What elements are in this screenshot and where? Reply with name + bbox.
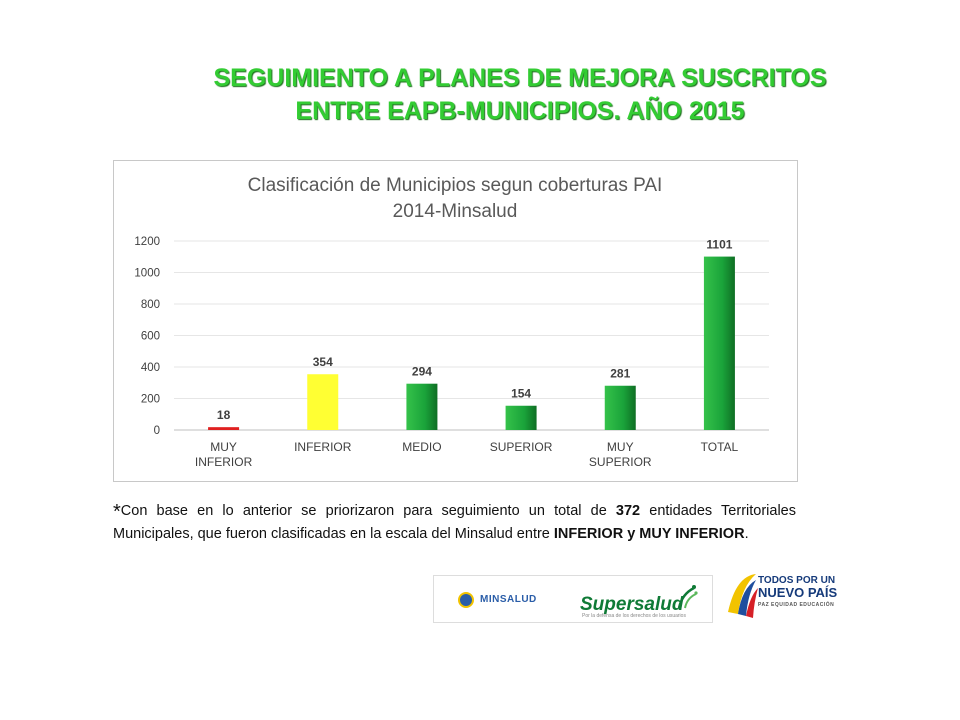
data-label: 1101 <box>706 238 732 252</box>
footnote-paragraph: *Con base en lo anterior se priorizaron … <box>113 500 796 545</box>
x-category-label: MEDIO <box>402 440 441 454</box>
bar <box>208 427 240 430</box>
todos-line-3: PAZ EQUIDAD EDUCACIÓN <box>758 602 835 608</box>
footnote-count: 372 <box>615 503 641 519</box>
data-label: 18 <box>217 408 231 422</box>
data-label: 154 <box>511 387 531 401</box>
x-category-label: SUPERIOR <box>589 455 652 469</box>
footnote-text-2: entidades Territoriales Municipales, que… <box>113 503 796 542</box>
todos-por-un-nuevo-pais-flag-icon <box>728 574 758 618</box>
footnote-text-1: Con base en lo anterior se priorizaron p… <box>120 503 616 519</box>
data-label: 294 <box>412 365 432 379</box>
x-category-label: MUY <box>210 440 237 454</box>
bar-chart: Clasificación de Municipios segun cobert… <box>134 175 769 469</box>
todos-line-1: TODOS POR UN <box>758 575 836 586</box>
todos-line-2: NUEVO PAÍS <box>758 585 838 600</box>
data-label: 281 <box>610 367 630 381</box>
minsalud-logo-text: MINSALUD <box>480 594 537 605</box>
footnote-star: * <box>113 501 121 523</box>
y-tick-label: 400 <box>141 362 160 374</box>
x-category-label: SUPERIOR <box>490 440 553 454</box>
slide-title-line-2: ENTRE EAPB-MUNICIPIOS. AÑO 2015 <box>295 97 745 125</box>
y-tick-label: 1200 <box>134 236 160 248</box>
footnote-scale: INFERIOR y MUY INFERIOR <box>553 526 745 542</box>
y-tick-label: 1000 <box>134 268 160 280</box>
slide-title: SEGUIMIENTO A PLANES DE MEJORA SUSCRITOS… <box>140 62 900 128</box>
x-category-label: MUY <box>607 440 634 454</box>
y-tick-label: 600 <box>141 331 160 343</box>
x-category-label: INFERIOR <box>195 455 253 469</box>
bar <box>307 374 339 430</box>
slide-title-line-1: SEGUIMIENTO A PLANES DE MEJORA SUSCRITOS <box>213 64 827 92</box>
minsalud-seal-icon <box>458 592 474 608</box>
bar <box>604 385 636 430</box>
partner-logos: MINSALUD Supersalud Por la defensa de lo… <box>433 575 713 623</box>
bar <box>406 383 438 430</box>
y-tick-label: 200 <box>141 394 160 406</box>
y-tick-label: 0 <box>154 425 160 437</box>
footnote-text-3: . <box>744 526 749 542</box>
bar <box>703 256 735 430</box>
x-category-label: INFERIOR <box>294 440 352 454</box>
x-category-label: TOTAL <box>701 440 739 454</box>
bar <box>505 405 537 430</box>
supersalud-tagline: Por la defensa de los derechos de los us… <box>582 613 686 619</box>
chart-frame: Clasificación de Municipios segun cobert… <box>113 160 798 482</box>
chart-title-line-1: Clasificación de Municipios segun cobert… <box>248 175 663 196</box>
data-label: 354 <box>313 355 333 369</box>
supersalud-swoosh-icon <box>677 585 698 609</box>
todos-por-un-nuevo-pais-logo: TODOS POR UN NUEVO PAÍS PAZ EQUIDAD EDUC… <box>758 575 837 611</box>
supersalud-logo-text: Supersalud <box>580 594 684 615</box>
chart-title-line-2: 2014-Minsalud <box>393 201 518 222</box>
y-tick-label: 800 <box>141 299 160 311</box>
